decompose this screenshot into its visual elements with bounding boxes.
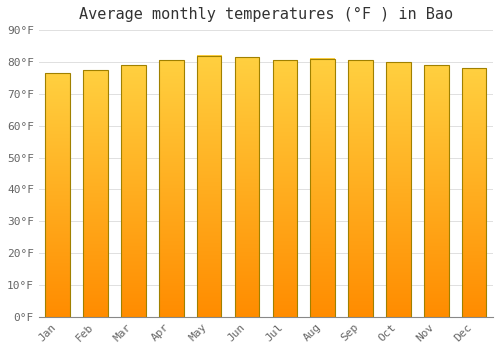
Bar <box>159 60 184 317</box>
Bar <box>197 56 222 317</box>
Bar <box>462 68 486 317</box>
Bar <box>424 65 448 317</box>
Bar <box>121 65 146 317</box>
Bar <box>310 59 335 317</box>
Bar <box>386 62 410 317</box>
Bar <box>46 73 70 317</box>
Bar <box>84 70 108 317</box>
Bar <box>348 60 373 317</box>
Bar <box>272 60 297 317</box>
Title: Average monthly temperatures (°F ) in Bao: Average monthly temperatures (°F ) in Ba… <box>79 7 453 22</box>
Bar <box>234 57 260 317</box>
